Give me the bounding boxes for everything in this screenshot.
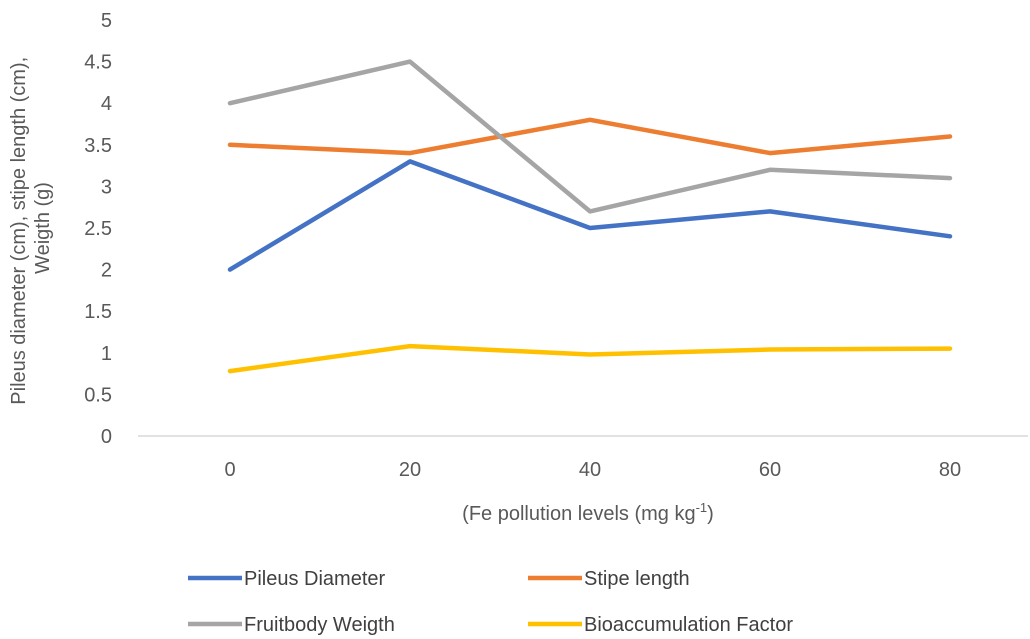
y-tick-label: 2.5 [84,218,112,240]
y-axis-title-line-1: Pileus diameter (cm), stipe length (cm), [8,57,30,405]
y-tick-label: 1.5 [84,301,112,323]
y-tick-label: 1 [101,343,112,365]
legend-label-bioaccumulation-factor: Bioaccumulation Factor [584,614,793,636]
legend-label-stipe-length: Stipe length [584,568,690,590]
y-tick-label: 4 [101,93,112,115]
y-axis-title: Pileus diameter (cm), stipe length (cm),… [8,51,54,404]
x-tick-label: 40 [579,459,601,481]
series-line-stipe-length [227,117,953,156]
y-tick-label: 3 [101,176,112,198]
legend-label-pileus-diameter: Pileus Diameter [244,568,386,590]
y-axis-ticks: 0 0.5 1 1.5 2 2.5 3 3.5 4 4.5 5 [84,10,112,448]
y-tick-label: 2 [101,260,112,282]
y-tick-label: 0.5 [84,384,112,406]
legend: Pileus Diameter Stipe length Fruitbody Wei… [188,568,793,636]
x-tick-label: 60 [759,459,781,481]
series-line-fruitbody-weigth [227,59,953,214]
x-axis-title-main: (Fe pollution levels (mg kg [462,503,695,525]
y-tick-label: 5 [101,10,112,32]
x-axis-title: (Fe pollution levels (mg kg-1) [462,500,714,525]
x-tick-label: 20 [399,459,421,481]
x-tick-label: 80 [939,459,961,481]
series-lines [227,59,953,374]
y-tick-label: 3.5 [84,135,112,157]
y-tick-label: 4.5 [84,52,112,74]
x-axis-title-end: ) [707,503,714,525]
x-axis-ticks: 0 20 40 60 80 [224,459,961,481]
x-axis-title-superscript: -1 [696,500,708,515]
y-tick-label: 0 [101,426,112,448]
series-line-pileus-diameter [227,159,953,272]
x-tick-label: 0 [224,459,235,481]
y-axis-title-line-2: Weigth (g) [32,182,54,274]
legend-label-fruitbody-weigth: Fruitbody Weigth [244,614,395,636]
series-line-bioaccumulation-factor [227,343,953,374]
